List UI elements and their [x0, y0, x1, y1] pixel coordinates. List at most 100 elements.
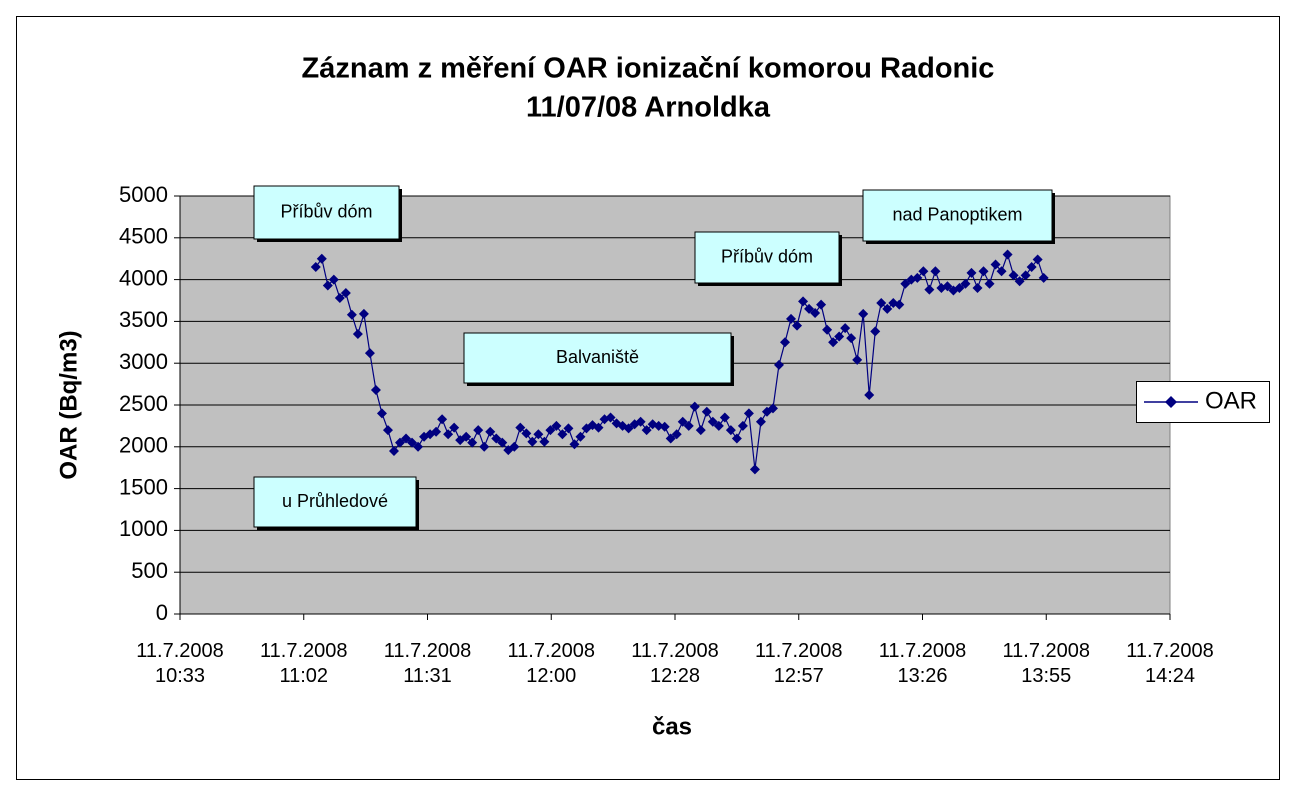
data-point: [882, 303, 893, 314]
data-point: [1014, 276, 1025, 287]
data-point: [846, 333, 857, 344]
data-point: [1026, 262, 1037, 273]
data-point: [473, 425, 484, 436]
annotation-text: Příbův dóm: [721, 246, 813, 266]
data-point: [737, 420, 748, 431]
data-point: [437, 414, 448, 425]
data-point: [773, 359, 784, 370]
annotation-text: Balvaniště: [556, 347, 639, 367]
y-tick-label: 5000: [119, 182, 168, 207]
data-point: [431, 426, 442, 437]
x-tick-label: 11.7.2008 10:33: [136, 640, 224, 687]
data-point: [876, 298, 887, 309]
data-point: [575, 431, 586, 442]
data-point: [864, 389, 875, 400]
data-point: [533, 429, 544, 440]
data-point: [701, 406, 712, 417]
data-point: [479, 441, 490, 452]
data-point: [767, 403, 778, 414]
x-tick-label: 11.7.2008 12:28: [631, 640, 719, 687]
data-point: [816, 299, 827, 310]
y-tick-label: 3000: [119, 349, 168, 374]
legend-marker: [1165, 396, 1177, 408]
data-point: [978, 266, 989, 277]
data-point: [912, 272, 923, 283]
x-tick-label: 11.7.2008 12:57: [755, 640, 843, 687]
data-point: [521, 428, 532, 439]
data-point: [990, 259, 1001, 270]
data-point: [1032, 254, 1043, 265]
x-axis-label: čas: [652, 713, 692, 740]
data-point: [509, 441, 520, 452]
data-point: [942, 281, 953, 292]
data-point: [804, 303, 815, 314]
y-tick-label: 1500: [119, 474, 168, 499]
data-point: [1008, 270, 1019, 281]
data-point: [966, 267, 977, 278]
data-point: [972, 282, 983, 293]
x-tick-label: 11.7.2008 12:00: [508, 640, 596, 687]
data-point: [569, 439, 580, 450]
data-point: [623, 423, 634, 434]
y-tick-label: 4000: [119, 265, 168, 290]
data-point: [328, 274, 339, 285]
x-tick-label: 11.7.2008 11:02: [260, 640, 348, 687]
data-point: [719, 412, 730, 423]
data-point: [527, 436, 538, 447]
data-point: [653, 420, 664, 431]
data-point: [557, 429, 568, 440]
data-point: [918, 266, 929, 277]
data-point: [449, 422, 460, 433]
data-point: [485, 426, 496, 437]
data-point: [780, 337, 790, 348]
data-point: [852, 354, 863, 365]
x-tick-label: 11.7.2008 14:24: [1126, 640, 1214, 687]
data-point: [635, 416, 646, 427]
chart-subtitle: 11/07/08 Arnoldka: [526, 92, 771, 124]
y-tick-label: 2000: [119, 433, 168, 458]
data-point: [334, 292, 345, 303]
annotation-text: Příbův dóm: [280, 201, 372, 221]
data-point: [467, 437, 478, 448]
y-axis-label: OAR (Bq/m3): [55, 330, 82, 479]
data-point: [515, 422, 526, 433]
annotation-box: [862, 189, 1053, 242]
data-point: [725, 425, 736, 436]
y-tick-label: 4500: [119, 224, 168, 249]
data-point: [924, 284, 935, 295]
data-point: [593, 422, 604, 433]
data-point: [539, 436, 550, 447]
data-point: [677, 416, 688, 427]
legend-label: OAR: [1205, 387, 1257, 414]
data-point: [1038, 272, 1049, 283]
data-point: [316, 253, 327, 264]
data-point: [370, 384, 381, 395]
data-point: [413, 441, 424, 452]
data-point: [707, 416, 718, 427]
data-point: [858, 308, 869, 319]
y-tick-label: 2500: [119, 391, 168, 416]
data-point: [870, 326, 881, 337]
data-point: [346, 309, 357, 320]
data-point: [364, 348, 375, 359]
data-point: [671, 429, 682, 440]
data-point: [407, 437, 418, 448]
data-point: [683, 420, 694, 431]
data-point: [954, 282, 965, 293]
data-point: [689, 401, 700, 412]
data-point: [713, 420, 724, 431]
y-tick-label: 0: [156, 600, 168, 625]
x-tick-label: 11.7.2008 13:26: [879, 640, 967, 687]
data-point: [310, 262, 321, 273]
data-point: [695, 425, 706, 436]
data-point: [822, 324, 833, 335]
data-point: [545, 425, 556, 436]
data-point: [491, 433, 502, 444]
data-point: [743, 408, 754, 419]
chart-title: Záznam z měření OAR ionizační komorou Ra…: [302, 53, 995, 85]
annotation-box: [253, 185, 400, 240]
data-point: [828, 337, 839, 348]
data-point: [358, 308, 369, 319]
data-point: [376, 408, 387, 419]
